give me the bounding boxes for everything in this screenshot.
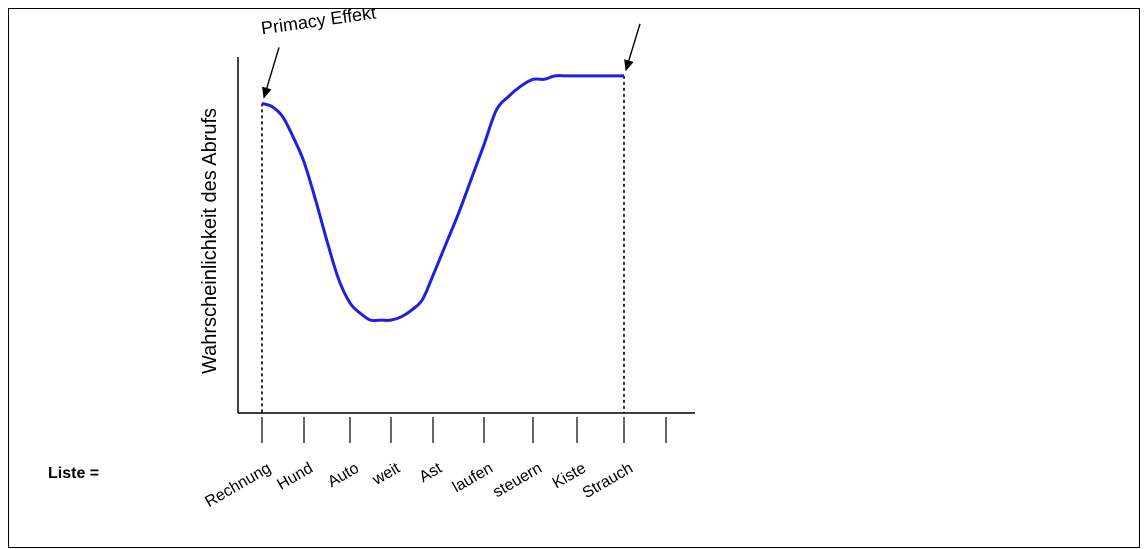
annotation-label: Primacy Effekt (260, 9, 377, 38)
chart-frame: Wahrscheinlichkeit des Abrufs Liste = Re… (8, 8, 1140, 548)
category-label: laufen (450, 460, 496, 497)
y-axis-label: Wahrscheinlichkeit des Abrufs (199, 108, 221, 374)
annotation-arrow (624, 23, 641, 72)
category-label: Rechnung (202, 460, 274, 511)
category-label: Hund (274, 460, 316, 494)
series-line (261, 74, 624, 323)
tick-marks (261, 417, 667, 443)
annotation-arrow (262, 47, 280, 99)
category-label: Auto (325, 460, 362, 491)
dotted-guides (261, 75, 625, 413)
annotations: Primacy EffektRecency Effekt (260, 9, 641, 99)
serial-position-chart: Wahrscheinlichkeit des Abrufs Liste = Re… (48, 9, 695, 511)
category-label: Ast (416, 459, 445, 486)
category-label: weit (369, 459, 403, 489)
x-prefix-label: Liste = (48, 465, 99, 482)
category-label: steuern (490, 460, 545, 501)
category-label: Strauch (580, 460, 636, 502)
